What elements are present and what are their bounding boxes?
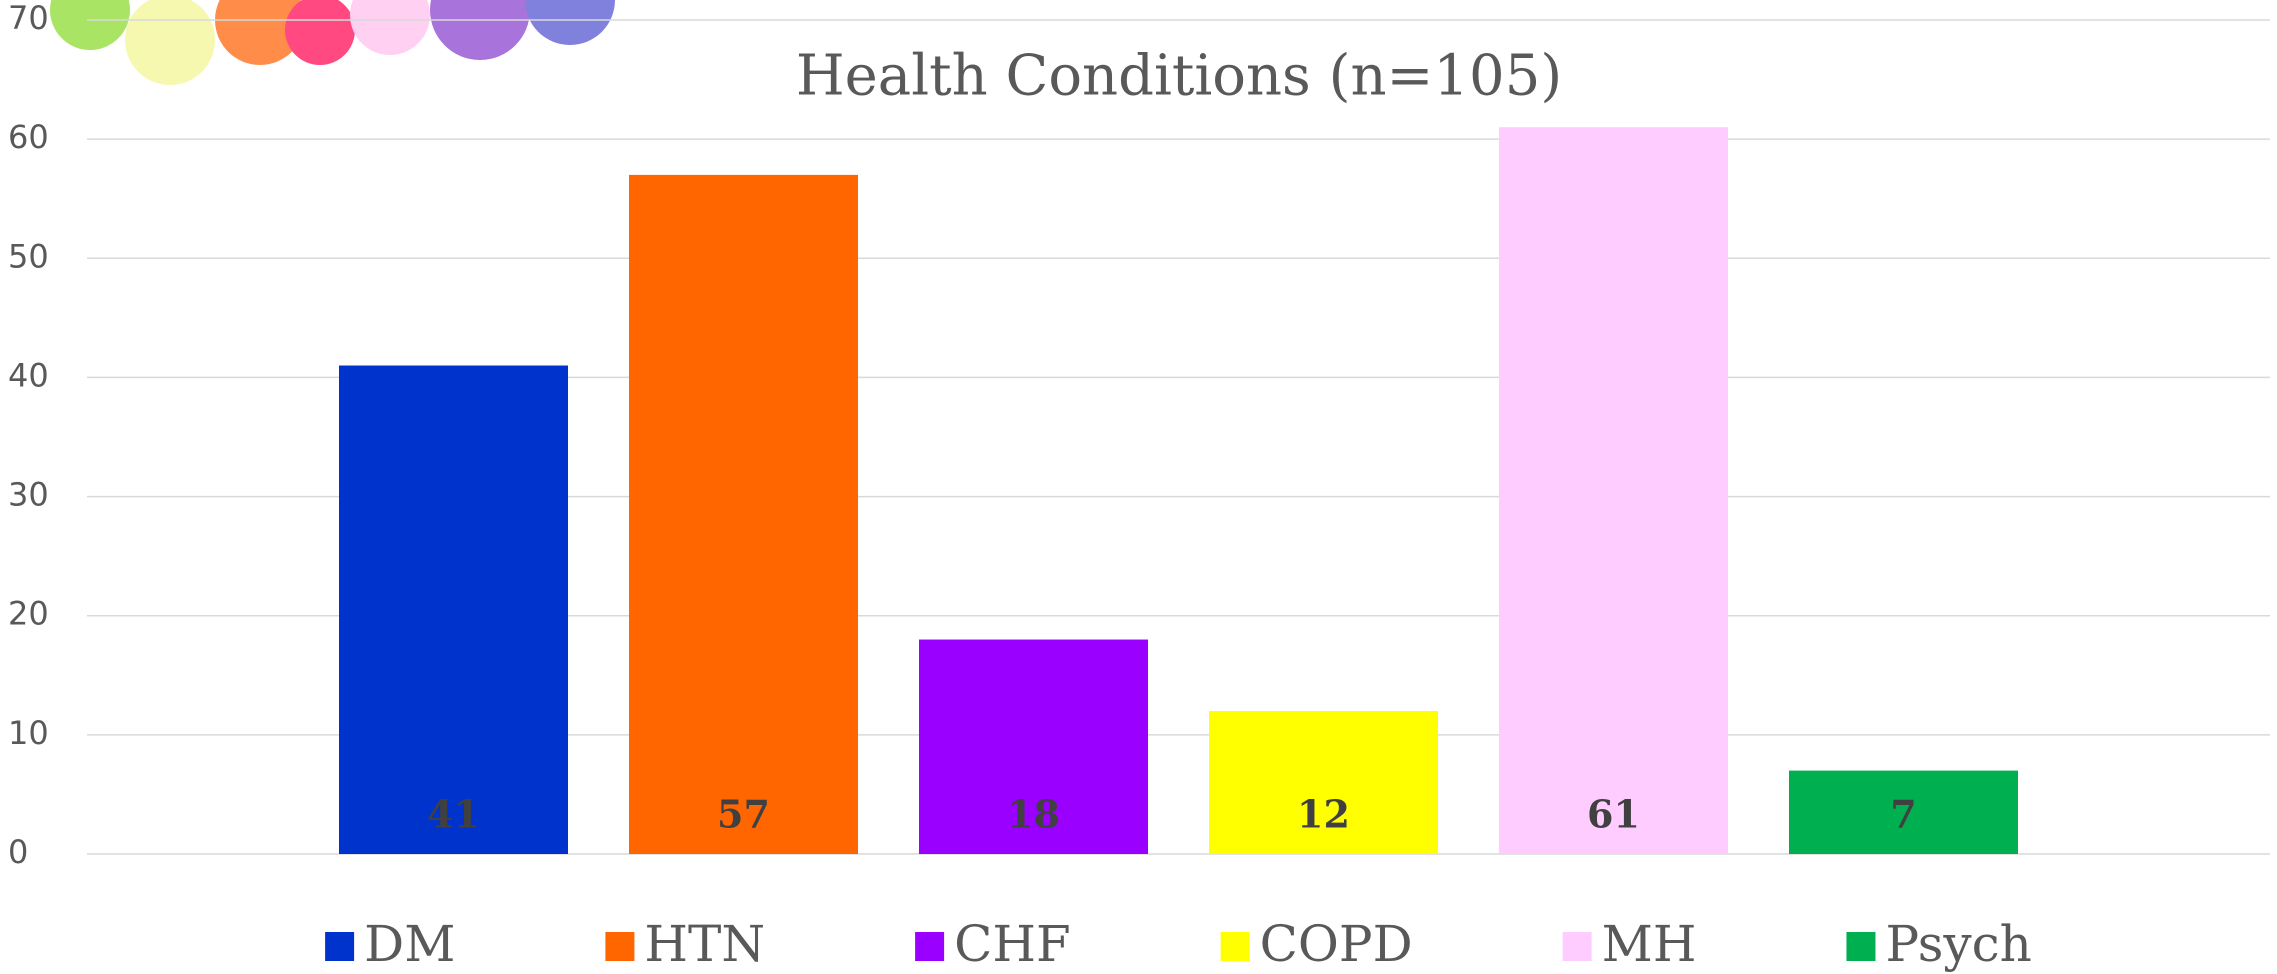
bar	[339, 365, 568, 854]
y-tick-label: 60	[8, 118, 49, 156]
data-label: 57	[717, 792, 770, 837]
legend-label: CHF	[954, 915, 1071, 973]
data-label: 12	[1297, 792, 1350, 837]
legend-swatch	[915, 932, 945, 961]
bar	[1789, 770, 2018, 854]
y-tick-label: 30	[8, 476, 49, 514]
legend-label: MH	[1602, 915, 1697, 973]
legend-label: HTN	[644, 915, 765, 973]
data-label: 18	[1007, 792, 1060, 837]
data-label: 61	[1587, 792, 1640, 837]
decoration	[50, 0, 615, 85]
bar	[1209, 711, 1438, 854]
data-label: 7	[1890, 792, 1916, 837]
y-tick-label: 70	[8, 0, 49, 37]
y-tick-label: 40	[8, 356, 49, 394]
y-tick-label: 50	[8, 237, 49, 275]
legend-swatch	[325, 932, 355, 961]
y-tick-label: 10	[8, 714, 49, 752]
legend-label: DM	[364, 915, 455, 973]
legend-swatch	[1846, 932, 1876, 961]
bar	[1499, 127, 1728, 854]
bar	[919, 639, 1148, 854]
y-tick-label: 0	[8, 833, 28, 871]
bar	[629, 174, 858, 854]
legend-label: Psych	[1885, 915, 2031, 973]
y-tick-label: 20	[8, 595, 49, 633]
legend-swatch	[605, 932, 635, 961]
legend-swatch	[1562, 932, 1592, 961]
chart-title: Health Conditions (n=105)	[796, 44, 1562, 109]
data-label: 41	[427, 792, 480, 837]
legend-label: COPD	[1260, 915, 1413, 973]
legend-swatch	[1220, 932, 1250, 961]
